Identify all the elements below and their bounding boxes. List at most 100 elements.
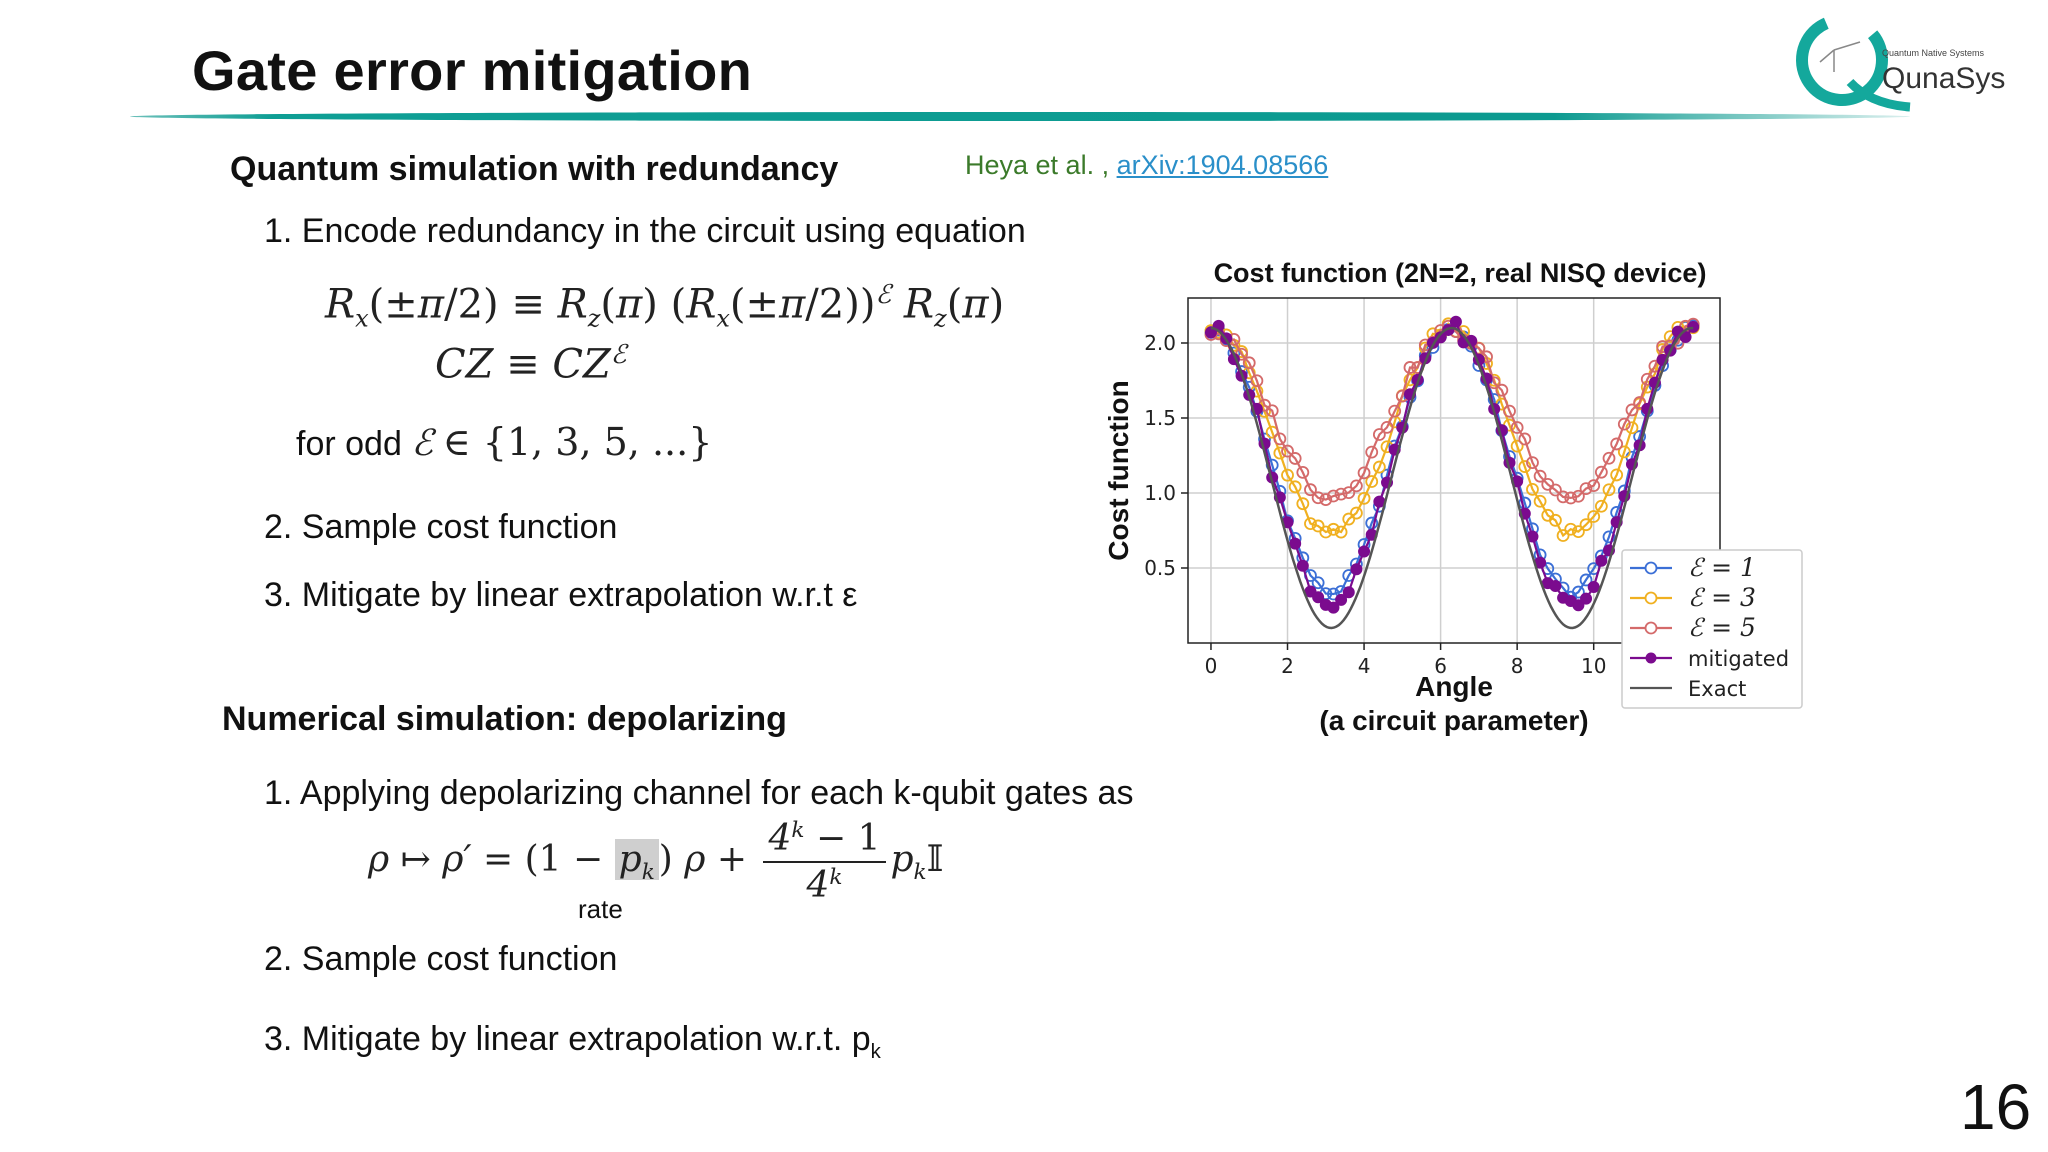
data-point — [1250, 374, 1264, 388]
section1-step2: 2. Sample cost function — [264, 508, 618, 546]
x-axis-label: Angle — [1415, 671, 1493, 702]
data-point — [1587, 510, 1601, 523]
legend-label: ℰ = 5 — [1688, 613, 1756, 642]
data-point — [1594, 499, 1608, 513]
data-point — [1403, 361, 1417, 374]
equation-cz: CZ ≡ CZℰ — [435, 340, 627, 388]
data-point — [1602, 530, 1616, 544]
data-point — [1365, 445, 1379, 459]
data-point — [1579, 518, 1593, 532]
data-point — [1572, 599, 1585, 612]
x-tick-label: 8 — [1511, 654, 1524, 678]
data-point — [1510, 439, 1524, 453]
legend-label: ℰ = 1 — [1688, 553, 1756, 582]
data-point — [1625, 421, 1639, 435]
data-point — [1365, 475, 1379, 488]
data-point — [1273, 446, 1287, 460]
data-point — [1327, 489, 1340, 503]
data-point — [1357, 466, 1371, 480]
data-point — [1281, 444, 1294, 458]
data-point — [1281, 468, 1294, 482]
x-tick-label: 10 — [1581, 654, 1606, 678]
x-tick-label: 4 — [1358, 654, 1371, 678]
data-point — [1579, 573, 1593, 587]
data-point — [1304, 483, 1317, 497]
data-point — [1273, 432, 1287, 446]
data-point — [1312, 591, 1325, 604]
data-point — [1571, 489, 1585, 503]
title-underline — [130, 112, 1910, 121]
data-point — [1549, 483, 1562, 497]
data-point — [1587, 581, 1600, 594]
data-point — [1434, 331, 1447, 344]
reference-authors: Heya et al. , — [965, 150, 1110, 180]
x-tick-label: 6 — [1434, 654, 1447, 678]
x-tick-label: 2 — [1281, 654, 1294, 678]
data-point — [1633, 396, 1647, 409]
data-point — [1372, 428, 1386, 441]
data-point — [1617, 445, 1631, 459]
data-point — [1549, 513, 1562, 527]
logo-tagline: Quantum Native Systems — [1882, 48, 1985, 58]
y-tick-label: 1.0 — [1144, 481, 1176, 505]
equation-rx: Rx(±π/2) ≡ Rz(π) (Rx(±π/2))ℰ Rz(π) — [325, 280, 1005, 333]
data-point — [1288, 452, 1302, 465]
legend-label: ℰ = 3 — [1688, 583, 1756, 612]
data-point — [1350, 506, 1363, 520]
data-point — [1288, 480, 1302, 494]
data-point — [1342, 486, 1356, 500]
data-point — [1334, 487, 1348, 501]
section2-heading: Numerical simulation: depolarizing — [222, 700, 787, 738]
data-point — [1571, 585, 1585, 599]
data-point — [1564, 491, 1578, 505]
x-axis-label-2: (a circuit parameter) — [1319, 705, 1588, 736]
data-point — [1265, 404, 1279, 418]
data-point — [1580, 592, 1593, 605]
chart-title: Cost function (2N=2, real NISQ device) — [1214, 258, 1707, 288]
data-point — [1518, 460, 1532, 473]
data-point — [1602, 451, 1616, 465]
y-axis-label: Cost function — [1103, 380, 1134, 560]
logo-name: QunaSys — [1882, 62, 2006, 95]
reference-link[interactable]: arXiv:1904.08566 — [1116, 150, 1329, 180]
series-line-exact — [1210, 326, 1694, 630]
x-tick-label: 0 — [1205, 654, 1218, 678]
data-point — [1319, 525, 1333, 539]
data-point — [1289, 537, 1302, 550]
data-point — [1518, 432, 1532, 446]
data-point — [1587, 479, 1601, 492]
odd-set: ∈ {1, 3, 5, ...} — [442, 420, 713, 464]
data-point — [1342, 586, 1355, 599]
section2-step2: 2. Sample cost function — [264, 940, 618, 978]
logo-mark-icon — [1796, 14, 1911, 112]
data-point — [1564, 522, 1578, 536]
data-point — [1304, 517, 1317, 531]
odd-condition: for odd ℰ ∈ {1, 3, 5, ...} — [296, 420, 712, 464]
data-point — [1610, 468, 1624, 482]
equation-depolarizing: ρ ↦ ρ′ = (1 − pk) ρ + 4k − 1 4k pk𝕀 — [368, 818, 944, 906]
section1-heading: Quantum simulation with redundancy — [230, 150, 839, 188]
data-point — [1687, 320, 1700, 333]
data-point — [1595, 554, 1608, 567]
data-point — [1335, 593, 1348, 606]
data-point — [1549, 580, 1562, 593]
data-point — [1372, 460, 1386, 474]
data-point — [1556, 490, 1570, 504]
data-point — [1602, 483, 1616, 497]
data-point — [1625, 403, 1639, 417]
data-point — [1311, 491, 1325, 505]
section1-step3: 3. Mitigate by linear extrapolation w.r.… — [264, 576, 858, 614]
legend-box — [1621, 549, 1803, 709]
reference: Heya et al. , arXiv:1904.08566 — [965, 150, 1328, 181]
data-point — [1449, 315, 1462, 328]
legend-marker — [1644, 621, 1658, 635]
slide-title: Gate error mitigation — [192, 39, 753, 102]
data-point — [1350, 479, 1363, 493]
legend-marker — [1645, 652, 1657, 664]
section2-step3-text: 3. Mitigate by linear extrapolation w.r.… — [264, 1020, 871, 1058]
cal-e-symbol: ℰ — [411, 423, 434, 464]
section2-step3: 3. Mitigate by linear extrapolation w.r.… — [264, 1020, 881, 1064]
data-point — [1334, 525, 1348, 539]
data-point — [1242, 356, 1256, 370]
data-point — [1533, 494, 1547, 508]
